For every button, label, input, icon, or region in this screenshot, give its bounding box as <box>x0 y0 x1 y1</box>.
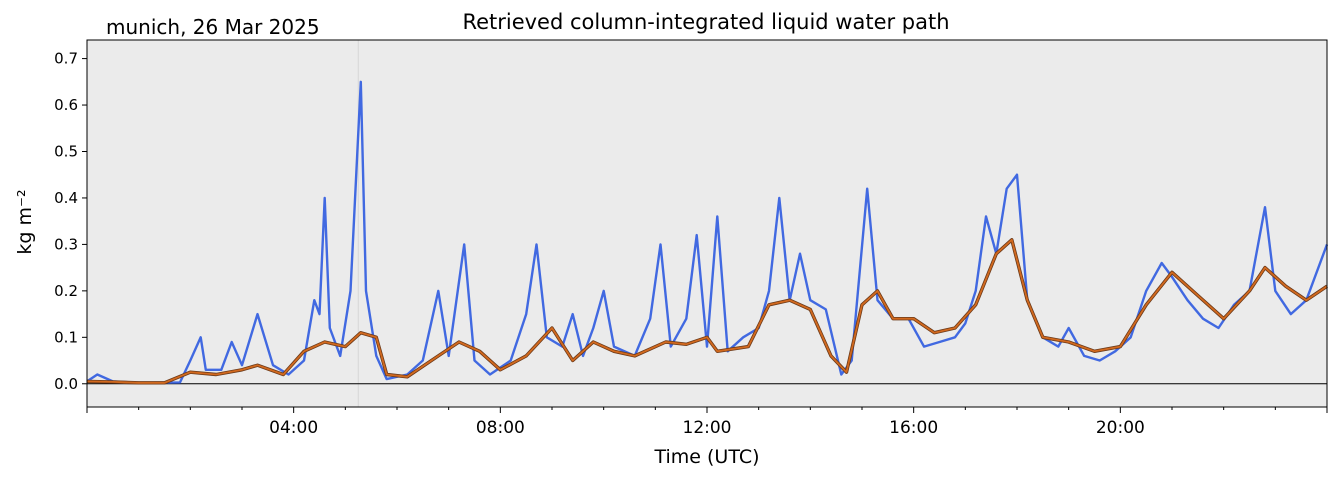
y-axis-label: kg m⁻² <box>14 189 36 254</box>
y-tick-label: 0.5 <box>54 142 78 160</box>
x-tick-label: 16:00 <box>889 418 938 438</box>
x-tick-label: 04:00 <box>269 418 318 438</box>
y-tick-label: 0.7 <box>54 50 78 68</box>
x-axis-ticks: 04:00 08:00 12:00 16:00 20:00 <box>86 407 1328 438</box>
series-layer <box>86 40 1329 407</box>
x-tick-label: 08:00 <box>476 418 525 438</box>
y-axis-ticks: 0.0 0.1 0.2 0.3 0.4 0.5 0.6 0.7 <box>54 50 87 393</box>
smoothed-series <box>86 238 1328 384</box>
y-tick-label: 0.3 <box>54 235 78 253</box>
y-tick-label: 0.4 <box>54 189 78 207</box>
y-tick-label: 0.2 <box>54 282 78 300</box>
plot-area <box>87 40 1327 407</box>
site-date-label: munich, 26 Mar 2025 <box>106 15 320 39</box>
x-axis-label: Time (UTC) <box>653 446 759 468</box>
y-tick-label: 0.6 <box>54 96 78 114</box>
chart-title: Retrieved column-integrated liquid water… <box>462 10 949 34</box>
y-tick-label: 0.0 <box>54 375 78 393</box>
x-tick-label: 12:00 <box>683 418 732 438</box>
x-tick-label: 20:00 <box>1096 418 1145 438</box>
y-tick-label: 0.1 <box>54 328 78 346</box>
raw-retrieval-series <box>86 80 1329 384</box>
plot-frame <box>86 39 1328 408</box>
